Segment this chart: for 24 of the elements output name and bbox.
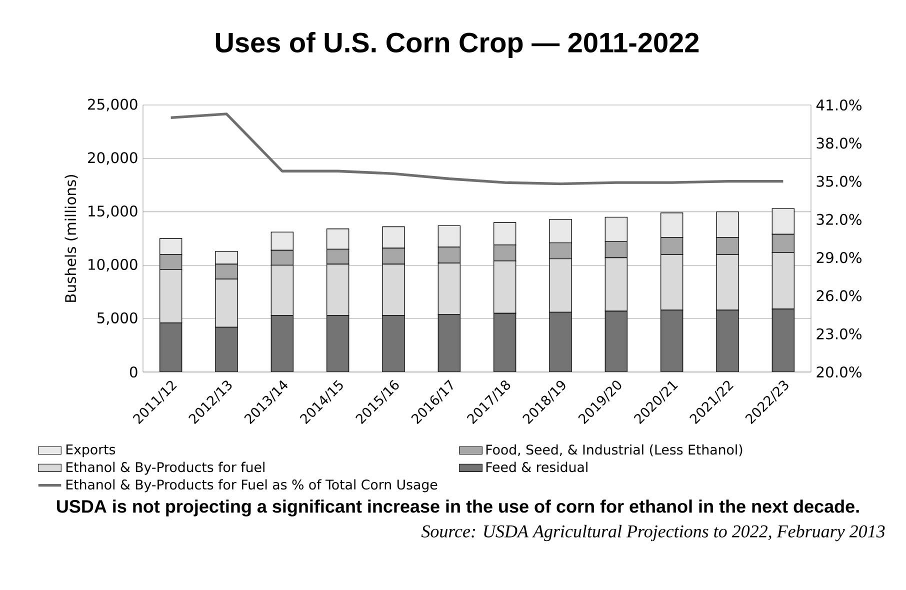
legend-label: Ethanol & By-Products for Fuel as % of Total Corn Usage bbox=[66, 479, 438, 492]
text: Source: USDA Agricultural Projections to 2022, February 2013 bbox=[421, 524, 885, 542]
legend-label: Exports bbox=[66, 444, 116, 458]
legend-label: Feed & residual bbox=[486, 462, 588, 472]
y-tick-label: 5,000 bbox=[97, 312, 138, 325]
y2-tick-label: 38.0% bbox=[816, 138, 862, 149]
chart-title: Uses of U.S. Corn Crop — 2011-2022 bbox=[216, 32, 699, 58]
y2-tick-label: 26.0% bbox=[816, 290, 862, 302]
legend-label: Ethanol & By-Products for fuel bbox=[66, 462, 264, 475]
y2-tick-label: 32.0% bbox=[816, 214, 862, 225]
y2-tick-label: 23.0% bbox=[816, 328, 862, 340]
y-tick-label: 10,000 bbox=[88, 258, 138, 272]
text: USDA is not projecting a significant increase in the use of corn for ethanol in the next decade. bbox=[57, 500, 859, 516]
y2-tick-label: 35.0% bbox=[816, 176, 862, 187]
y-tick-label: 25,000 bbox=[88, 98, 138, 112]
legend-label: Food, Seed, & Industrial (Less Ethanol) bbox=[486, 444, 742, 456]
y-tick-label: 20,000 bbox=[88, 152, 138, 165]
y2-tick-label: 29.0% bbox=[816, 252, 862, 264]
y-axis-title: Bushels (millions) bbox=[64, 174, 78, 302]
y-tick-label: 0 bbox=[130, 366, 138, 378]
y2-tick-label: 41.0% bbox=[816, 99, 862, 111]
y-tick-label: 15,000 bbox=[88, 206, 138, 218]
line-series bbox=[170, 112, 785, 186]
y2-tick-label: 20.0% bbox=[816, 366, 862, 378]
